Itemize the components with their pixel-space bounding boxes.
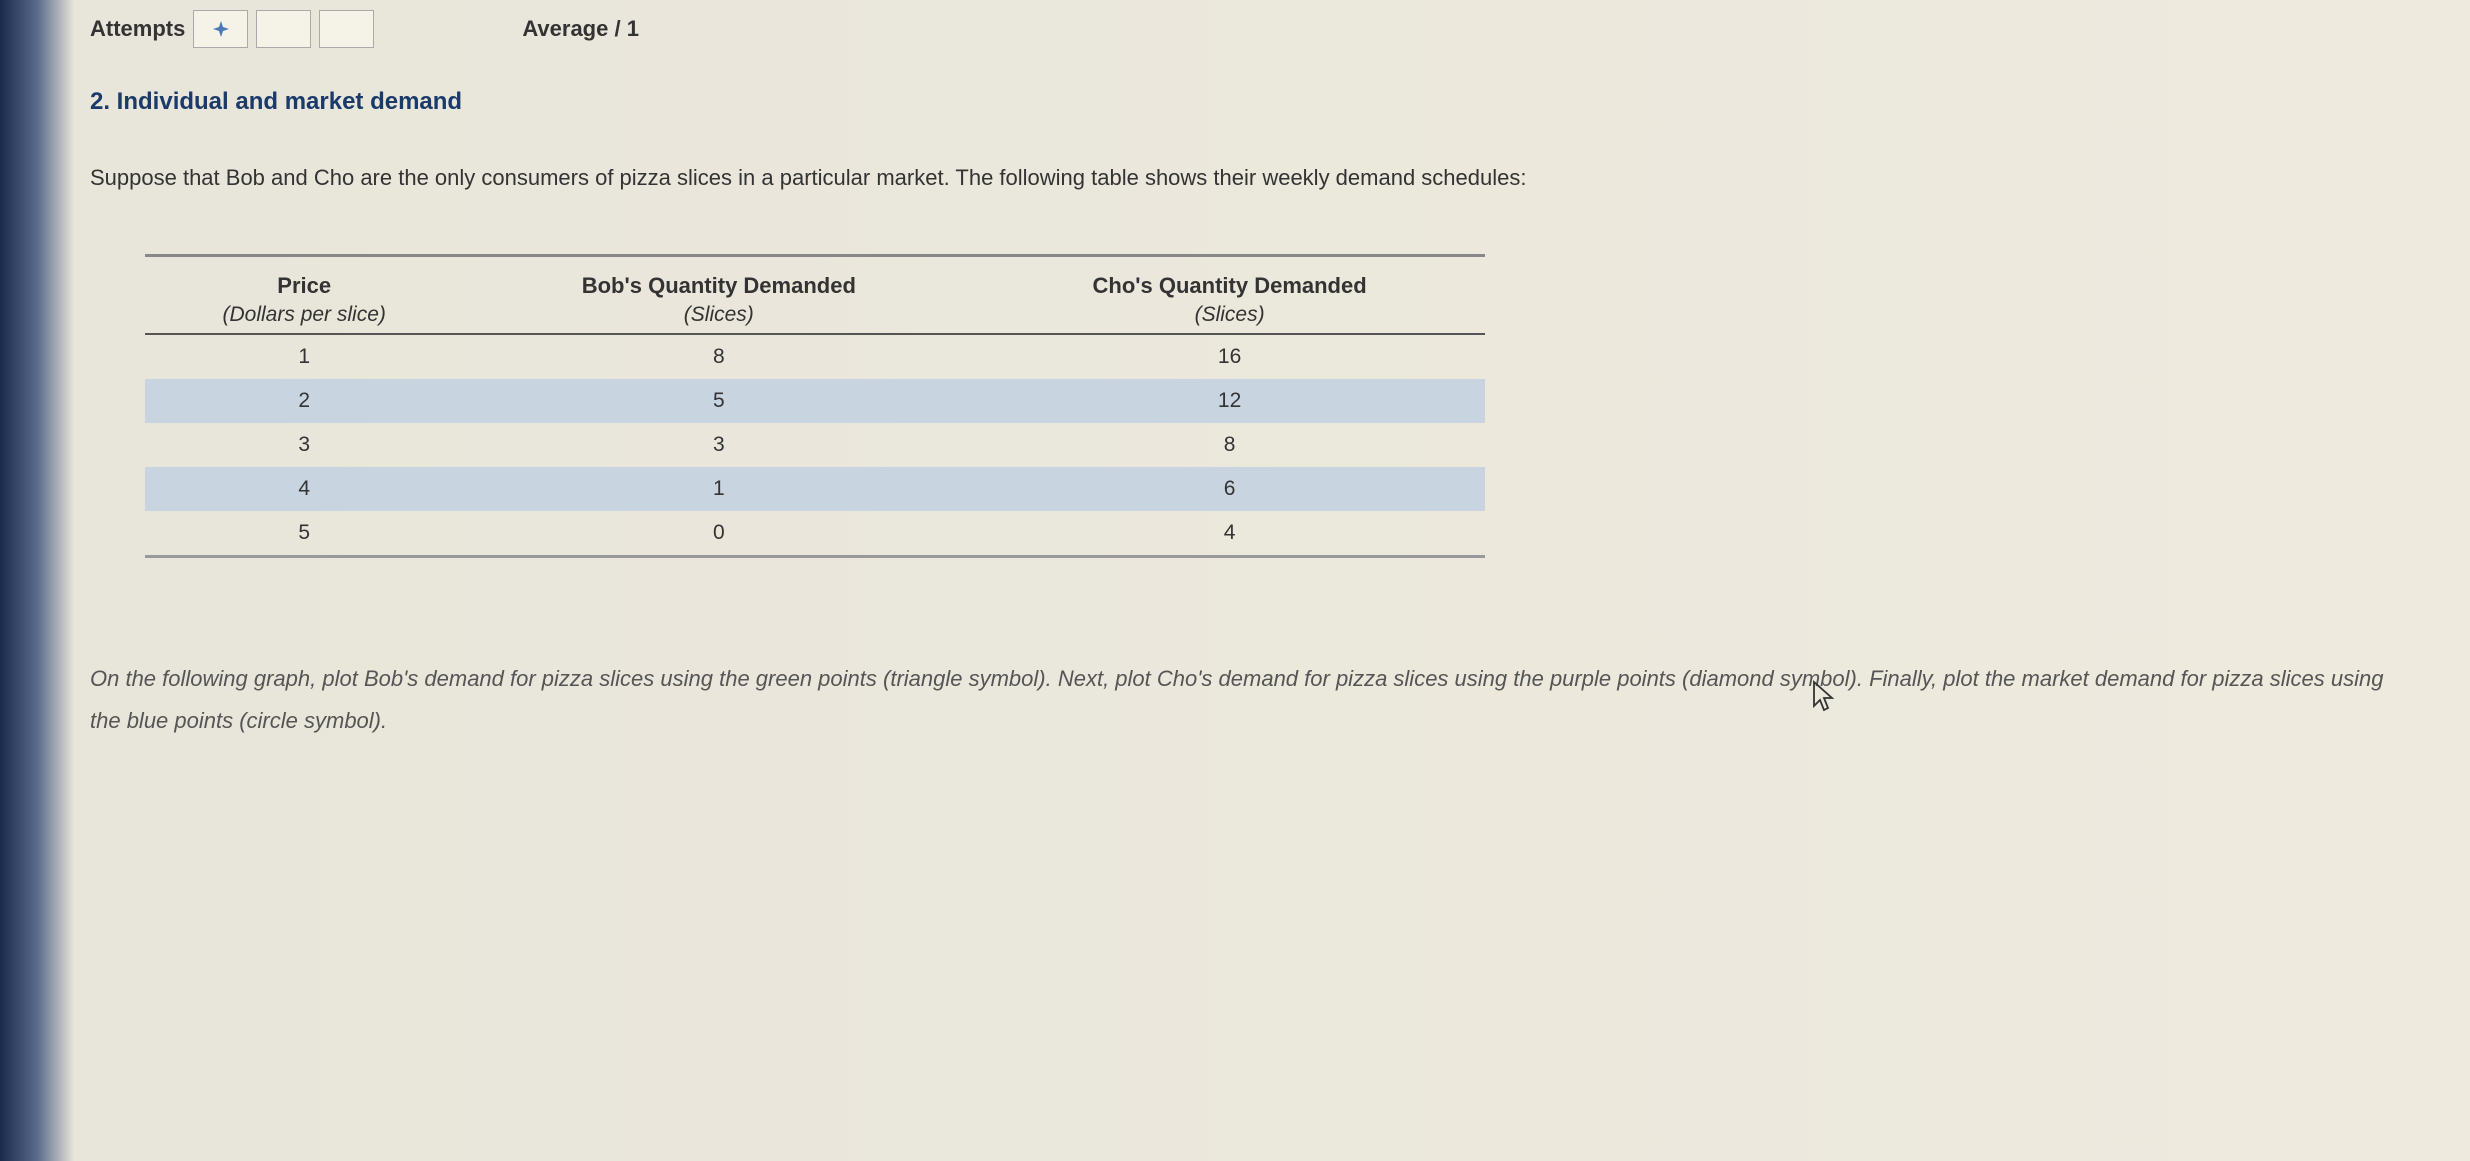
attempt-box-3[interactable] [319,10,374,48]
col-header-price: Price (Dollars per slice) [145,256,463,335]
demand-table: Price (Dollars per slice) Bob's Quantity… [145,254,1485,558]
col-header-label: Bob's Quantity Demanded [582,273,856,298]
cell: 6 [974,467,1485,511]
table-row: 1 8 16 [145,334,1485,379]
table-row: 4 1 6 [145,467,1485,511]
attempt-box-1[interactable] [193,10,248,48]
col-header-sub: (Dollars per slice) [155,303,453,327]
table-row: 5 0 4 [145,511,1485,557]
col-header-sub: (Slices) [984,303,1475,327]
table-row: 2 5 12 [145,379,1485,423]
cell: 5 [145,511,463,557]
cell: 16 [974,334,1485,379]
intro-text: Suppose that Bob and Cho are the only co… [90,161,2410,194]
attempts-label: Attempts [90,16,185,42]
col-header-cho: Cho's Quantity Demanded (Slices) [974,256,1485,335]
table-body: 1 8 16 2 5 12 3 3 8 4 1 6 [145,334,1485,557]
demand-table-wrap: Price (Dollars per slice) Bob's Quantity… [145,254,2410,558]
attempt-active-icon [212,20,230,38]
col-header-label: Price [277,273,331,298]
table-header-row: Price (Dollars per slice) Bob's Quantity… [145,256,1485,335]
cell: 3 [145,423,463,467]
page-content: Attempts Average / 1 2. Individual and m… [0,0,2470,772]
average-label: Average / 1 [522,16,639,42]
cell: 0 [463,511,974,557]
col-header-sub: (Slices) [473,303,964,327]
cell: 8 [974,423,1485,467]
col-header-label: Cho's Quantity Demanded [1093,273,1367,298]
cell: 8 [463,334,974,379]
cell: 5 [463,379,974,423]
graph-instructions: On the following graph, plot Bob's deman… [90,658,2410,742]
cell: 4 [974,511,1485,557]
cell: 4 [145,467,463,511]
cell: 3 [463,423,974,467]
cursor-icon [1810,680,1838,712]
cell: 1 [463,467,974,511]
attempts-row: Attempts Average / 1 [90,10,2410,48]
col-header-bob: Bob's Quantity Demanded (Slices) [463,256,974,335]
section-title: 2. Individual and market demand [90,88,2410,116]
cell: 12 [974,379,1485,423]
attempt-box-2[interactable] [256,10,311,48]
cell: 1 [145,334,463,379]
cell: 2 [145,379,463,423]
table-row: 3 3 8 [145,423,1485,467]
